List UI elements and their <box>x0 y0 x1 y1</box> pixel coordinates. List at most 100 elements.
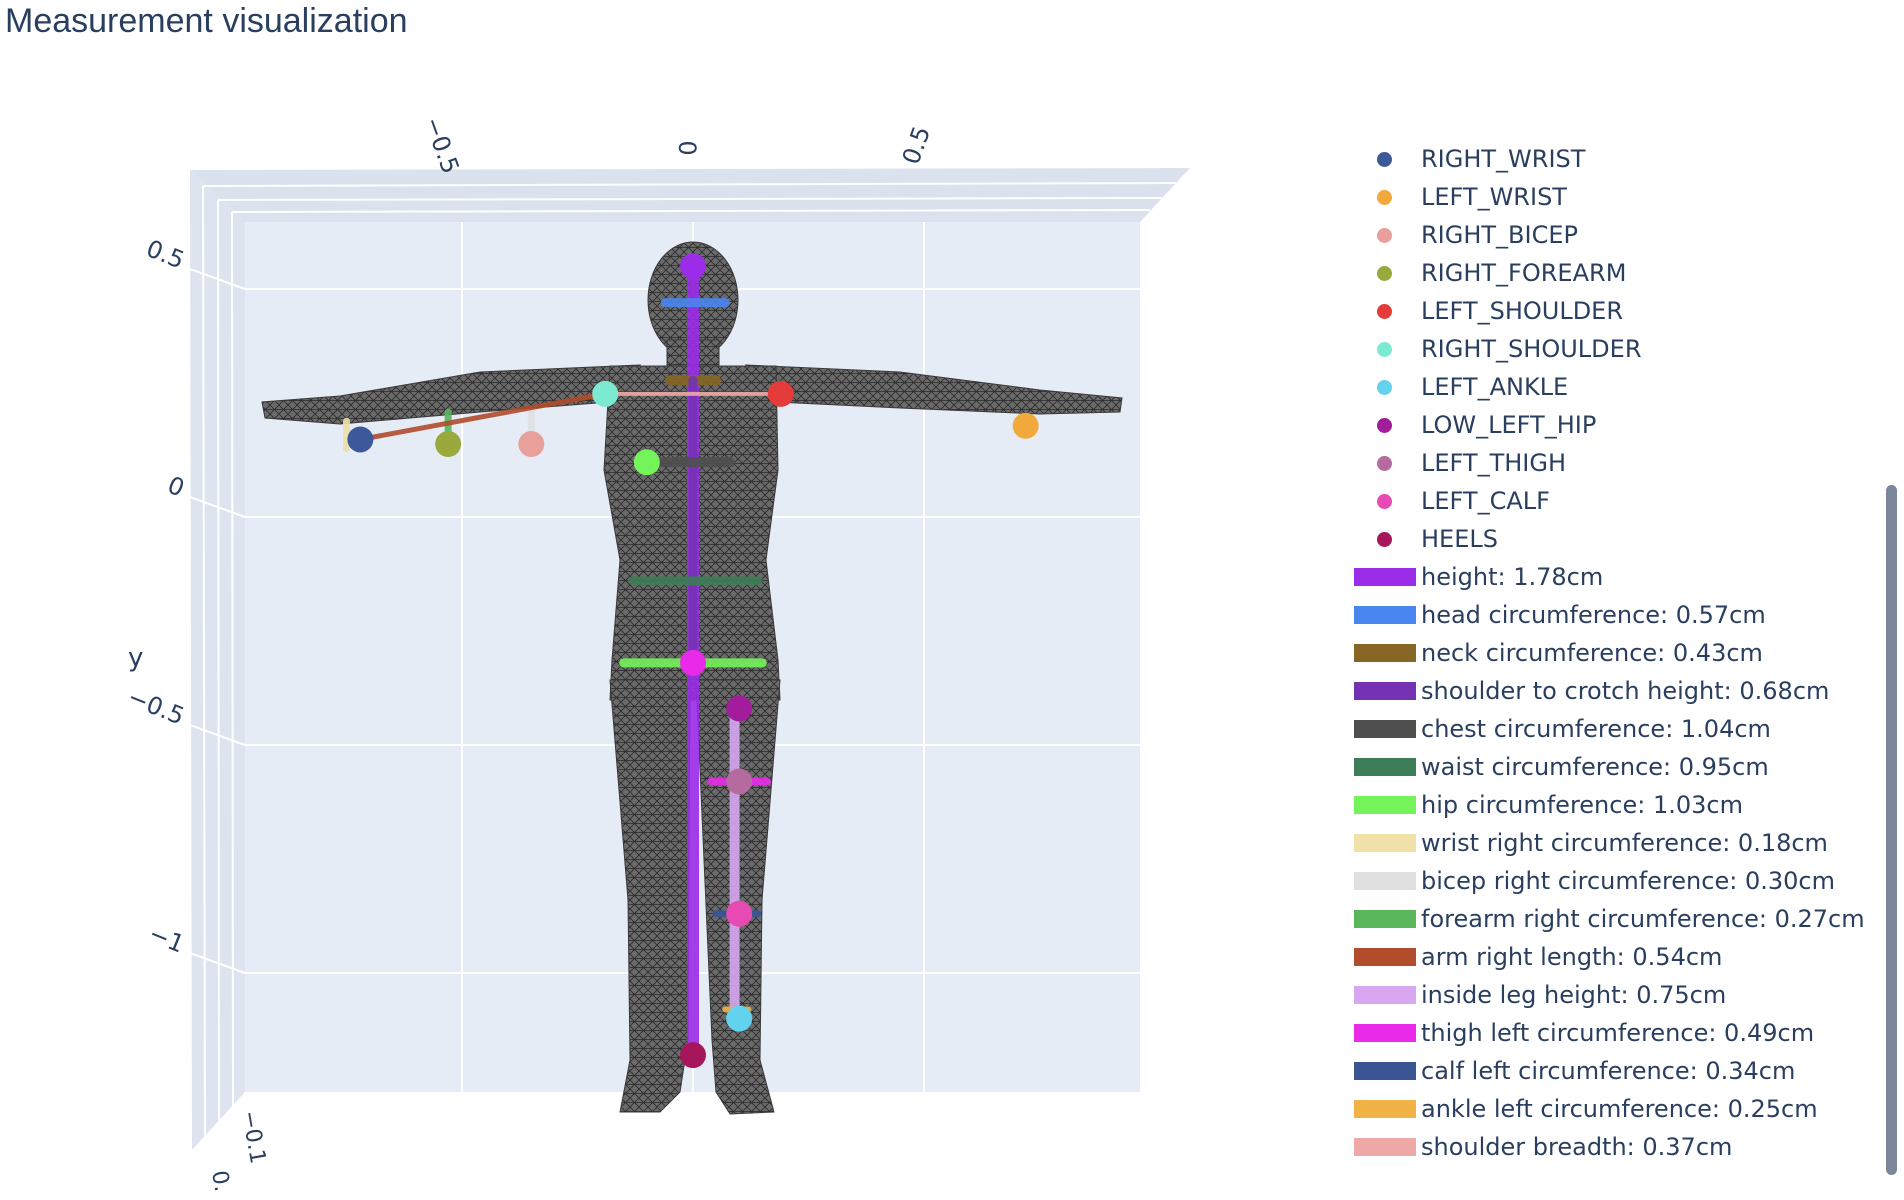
legend-item[interactable]: shoulder to crotch height: 0.68cm <box>1344 672 1884 710</box>
legend-item[interactable]: ankle left circumference: 0.25cm <box>1344 1090 1884 1128</box>
legend-marker-icon <box>1377 189 1392 205</box>
mesh-arm-right <box>261 364 642 425</box>
landmark-point-5[interactable] <box>592 380 619 407</box>
crotch-marker-point <box>680 649 706 676</box>
z-tick-label: 0. <box>206 1169 234 1194</box>
landmark-point-3[interactable] <box>435 431 462 458</box>
legend-label: calf left circumference: 0.34cm <box>1421 1057 1796 1085</box>
landmark-point-0[interactable] <box>347 426 374 453</box>
landmark-point-6[interactable] <box>726 1005 753 1032</box>
legend-line-icon <box>1354 986 1416 1004</box>
legend-label: LEFT_ANKLE <box>1421 373 1569 401</box>
legend-item[interactable]: chest circumference: 1.04cm <box>1344 710 1884 748</box>
legend-line-icon <box>1354 720 1416 738</box>
legend-item[interactable]: LEFT_ANKLE <box>1344 368 1884 406</box>
legend-marker-icon <box>1377 265 1392 281</box>
legend-label: LEFT_WRIST <box>1421 183 1567 211</box>
legend-item[interactable]: LEFT_THIGH <box>1344 444 1884 482</box>
legend-label: inside leg height: 0.75cm <box>1421 981 1727 1009</box>
legend-line-icon <box>1354 834 1416 852</box>
landmark-point-1[interactable] <box>1012 412 1039 439</box>
legend-label: RIGHT_FOREARM <box>1421 259 1627 287</box>
landmark-point-9[interactable] <box>726 900 753 927</box>
legend-item[interactable]: RIGHT_SHOULDER <box>1344 330 1884 368</box>
legend-label: neck circumference: 0.43cm <box>1421 639 1763 667</box>
legend-label: LEFT_CALF <box>1421 487 1550 515</box>
legend-label: height: 1.78cm <box>1421 563 1604 591</box>
legend-line-icon <box>1354 568 1416 586</box>
legend-item[interactable]: RIGHT_WRIST <box>1344 140 1884 178</box>
legend-item[interactable]: arm right length: 0.54cm <box>1344 938 1884 976</box>
legend-label: shoulder breadth: 0.37cm <box>1421 1133 1733 1161</box>
legend-item[interactable]: LEFT_WRIST <box>1344 178 1884 216</box>
x-tick-label: 0.5 <box>897 123 936 168</box>
legend-line-icon <box>1354 1138 1416 1156</box>
landmark-point-10[interactable] <box>680 1042 706 1069</box>
legend-line-icon <box>1354 872 1416 890</box>
legend-line-icon <box>1354 1100 1416 1118</box>
legend-item[interactable]: forearm right circumference: 0.27cm <box>1344 900 1884 938</box>
legend-item[interactable]: RIGHT_BICEP <box>1344 216 1884 254</box>
legend-line-icon <box>1354 758 1416 776</box>
legend-label: head circumference: 0.57cm <box>1421 601 1766 629</box>
x-tick-label: 0 <box>673 140 701 155</box>
legend: RIGHT_WRIST LEFT_WRIST RIGHT_BICEP RIGHT_FO… <box>1344 140 1884 1166</box>
legend-item[interactable]: bicep right circumference: 0.30cm <box>1344 862 1884 900</box>
legend-item[interactable]: head circumference: 0.57cm <box>1344 596 1884 634</box>
legend-marker-icon <box>1377 417 1392 433</box>
legend-scrollbar[interactable] <box>1886 485 1897 1175</box>
legend-item[interactable]: HEELS <box>1344 520 1884 558</box>
legend-item[interactable]: RIGHT_FOREARM <box>1344 254 1884 292</box>
y-tick-label: 0.5 <box>142 234 188 274</box>
y-tick-label: 0 <box>164 471 189 503</box>
landmark-points[interactable] <box>347 253 1039 1069</box>
legend-item[interactable]: shoulder breadth: 0.37cm <box>1344 1128 1884 1166</box>
legend-label: LEFT_THIGH <box>1421 449 1567 477</box>
legend-label: LOW_LEFT_HIP <box>1421 411 1597 439</box>
measurement-line-10 <box>357 391 608 442</box>
landmark-point-4[interactable] <box>767 380 794 407</box>
legend-marker-icon <box>1377 303 1392 319</box>
legend-label: bicep right circumference: 0.30cm <box>1421 867 1835 895</box>
legend-item[interactable]: LEFT_CALF <box>1344 482 1884 520</box>
legend-label: arm right length: 0.54cm <box>1421 943 1723 971</box>
chart-title: Measurement visualization <box>5 2 408 40</box>
legend-marker-icon <box>1377 227 1392 243</box>
legend-item[interactable]: inside leg height: 0.75cm <box>1344 976 1884 1014</box>
legend-item[interactable]: LEFT_SHOULDER <box>1344 292 1884 330</box>
legend-line-icon <box>1354 606 1416 624</box>
y-tick-label: −0.5 <box>124 683 189 731</box>
landmark-point-7[interactable] <box>726 695 753 722</box>
legend-marker-icon <box>1377 151 1392 167</box>
legend-item[interactable]: waist circumference: 0.95cm <box>1344 748 1884 786</box>
legend-marker-icon <box>1377 379 1392 395</box>
height-top-point <box>680 253 706 280</box>
legend-label: waist circumference: 0.95cm <box>1421 753 1769 781</box>
landmark-point-2[interactable] <box>518 431 545 458</box>
y-axis-label: y <box>128 643 143 673</box>
legend-label: forearm right circumference: 0.27cm <box>1421 905 1865 933</box>
scene-3d-plot[interactable]: −0.5 0 0.5 0.5 0 −0.5 −1 −0.10. y <box>0 0 1340 1200</box>
legend-item[interactable]: neck circumference: 0.43cm <box>1344 634 1884 672</box>
legend-item[interactable]: thigh left circumference: 0.49cm <box>1344 1014 1884 1052</box>
legend-item[interactable]: height: 1.78cm <box>1344 558 1884 596</box>
legend-marker-icon <box>1377 493 1392 509</box>
legend-marker-icon <box>1377 455 1392 471</box>
legend-line-icon <box>1354 1024 1416 1042</box>
legend-item[interactable]: LOW_LEFT_HIP <box>1344 406 1884 444</box>
legend-item[interactable]: hip circumference: 1.03cm <box>1344 786 1884 824</box>
legend-label: hip circumference: 1.03cm <box>1421 791 1743 819</box>
legend-label: chest circumference: 1.04cm <box>1421 715 1771 743</box>
legend-line-icon <box>1354 644 1416 662</box>
legend-line-icon <box>1354 682 1416 700</box>
legend-label: LEFT_SHOULDER <box>1421 297 1624 325</box>
legend-item[interactable]: calf left circumference: 0.34cm <box>1344 1052 1884 1090</box>
legend-label: shoulder to crotch height: 0.68cm <box>1421 677 1830 705</box>
legend-label: thigh left circumference: 0.49cm <box>1421 1019 1815 1047</box>
legend-line-icon <box>1354 796 1416 814</box>
legend-label: RIGHT_WRIST <box>1421 145 1586 173</box>
landmark-point-8[interactable] <box>726 768 753 795</box>
legend-item[interactable]: wrist right circumference: 0.18cm <box>1344 824 1884 862</box>
legend-label: HEELS <box>1421 525 1498 553</box>
chest-marker-point <box>633 449 660 476</box>
